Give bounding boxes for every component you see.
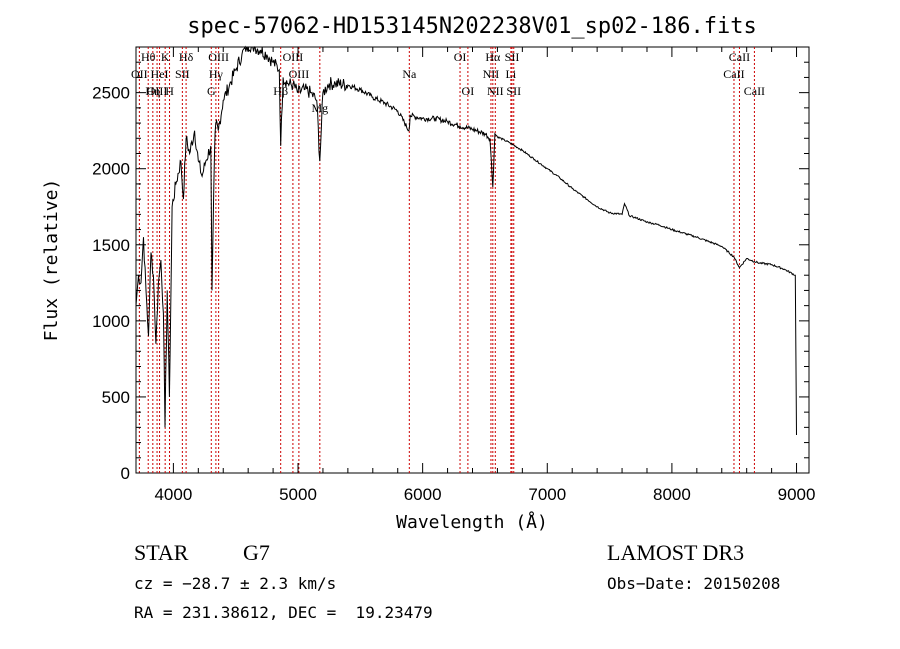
marker-label: HeI: [151, 67, 169, 81]
flux-curve: [135, 45, 797, 436]
marker-label: Hγ: [209, 67, 224, 81]
x-tick-label: 4000: [154, 485, 192, 504]
marker-label: Hβ: [273, 84, 288, 98]
marker-label: OI: [462, 84, 475, 98]
marker-label: CaII: [729, 50, 750, 64]
marker-label: OIII: [289, 67, 310, 81]
x-tick-label: 9000: [778, 485, 816, 504]
x-tick-label: 6000: [404, 485, 442, 504]
chart-title: spec-57062-HD153145N202238V01_sp02-186.f…: [187, 14, 757, 39]
marker-label: CaII: [723, 67, 744, 81]
marker-label: Hθ: [141, 50, 156, 64]
object-class: STAR: [134, 540, 189, 565]
marker-label: Hα: [485, 50, 501, 64]
marker-label: SII: [505, 50, 520, 64]
marker-label: NII: [487, 84, 504, 98]
survey-name: LAMOST DR3: [607, 540, 745, 565]
marker-label: Li: [506, 67, 517, 81]
y-tick-label: 2000: [92, 160, 130, 179]
x-axis-ticks: 4000 5000 6000 7000 8000 9000: [154, 47, 815, 504]
marker-label: OIII: [208, 50, 229, 64]
marker-label: K: [161, 50, 170, 64]
marker-label: OII: [131, 67, 148, 81]
observation-date: Obs−Date: 20150208: [607, 574, 781, 593]
x-tick-label: 7000: [528, 485, 566, 504]
marker-label: SII: [175, 67, 190, 81]
object-subclass: G7: [243, 540, 270, 565]
y-axis-label: Flux (relative): [41, 179, 62, 342]
x-tick-label: 5000: [279, 485, 317, 504]
x-axis-label: Wavelength (Å): [396, 511, 548, 533]
marker-label: Hδ: [179, 50, 194, 64]
y-tick-label: 500: [102, 388, 130, 407]
plot-frame: [135, 46, 810, 474]
redshift-velocity: cz = −28.7 ± 2.3 km/s: [134, 574, 337, 593]
y-tick-label: 0: [121, 464, 130, 483]
marker-label: G: [207, 84, 216, 98]
marker-label: OI: [454, 50, 467, 64]
marker-label: OIII: [147, 84, 168, 98]
marker-label: Hη: [145, 84, 160, 98]
marker-label: CaII: [744, 84, 765, 98]
y-tick-label: 2500: [92, 84, 130, 103]
x-tick-label: 8000: [653, 485, 691, 504]
line-markers: [138, 47, 755, 473]
y-axis-ticks: 0 500 1000 1500 2000 2500: [92, 46, 809, 483]
marker-label: OIII: [283, 50, 304, 64]
marker-label: NII: [483, 67, 500, 81]
y-tick-label: 1000: [92, 312, 130, 331]
marker-label: Na: [402, 67, 417, 81]
marker-label: H: [165, 84, 174, 98]
y-tick-label: 1500: [92, 236, 130, 255]
marker-label: Mg: [311, 101, 328, 115]
coordinates: RA = 231.38612, DEC = 19.23479: [134, 603, 433, 622]
marker-label: SII: [506, 84, 521, 98]
